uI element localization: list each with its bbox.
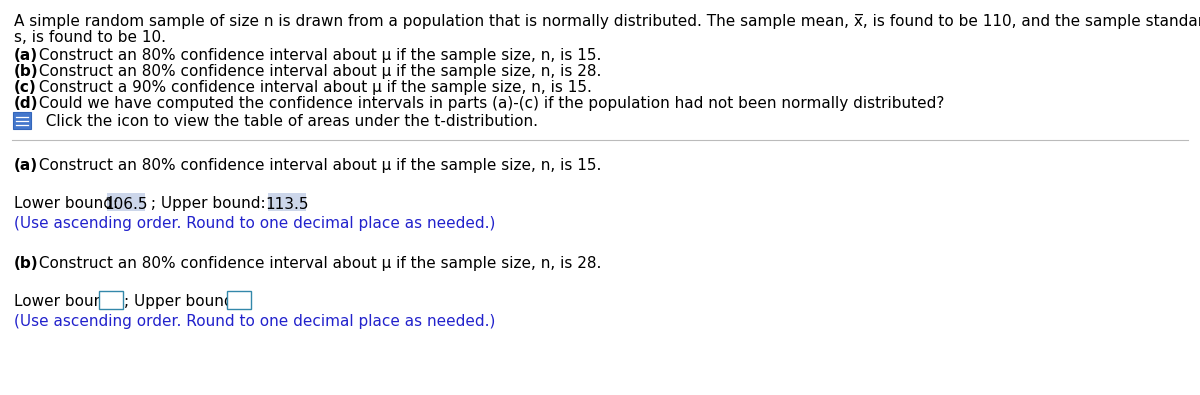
Text: (d): (d) xyxy=(14,96,38,111)
Text: Construct an 80% confidence interval about μ if the sample size, n, is 15.: Construct an 80% confidence interval abo… xyxy=(35,48,601,63)
FancyBboxPatch shape xyxy=(268,193,306,211)
Text: Lower bound:: Lower bound: xyxy=(14,294,118,309)
FancyBboxPatch shape xyxy=(13,112,31,129)
Text: ; Upper bound:: ; Upper bound: xyxy=(124,294,239,309)
Text: (a): (a) xyxy=(14,158,38,173)
FancyBboxPatch shape xyxy=(98,291,124,309)
Text: 106.5: 106.5 xyxy=(104,197,148,212)
Text: Construct an 80% confidence interval about μ if the sample size, n, is 15.: Construct an 80% confidence interval abo… xyxy=(35,158,601,173)
Text: (c): (c) xyxy=(14,80,37,95)
Text: (Use ascending order. Round to one decimal place as needed.): (Use ascending order. Round to one decim… xyxy=(14,216,496,231)
Text: (Use ascending order. Round to one decimal place as needed.): (Use ascending order. Round to one decim… xyxy=(14,314,496,329)
Text: Click the icon to view the table of areas under the t-distribution.: Click the icon to view the table of area… xyxy=(36,114,538,129)
Text: A simple random sample of size n is drawn from a population that is normally dis: A simple random sample of size n is draw… xyxy=(14,14,1200,29)
Text: s, is found to be 10.: s, is found to be 10. xyxy=(14,30,166,45)
Text: (b): (b) xyxy=(14,64,38,79)
Text: 113.5: 113.5 xyxy=(265,197,308,212)
FancyBboxPatch shape xyxy=(107,193,145,211)
FancyBboxPatch shape xyxy=(227,291,251,309)
Text: Could we have computed the confidence intervals in parts (a)-(c) if the populati: Could we have computed the confidence in… xyxy=(35,96,944,111)
Text: (a): (a) xyxy=(14,48,38,63)
Text: Construct a 90% confidence interval about μ if the sample size, n, is 15.: Construct a 90% confidence interval abou… xyxy=(35,80,593,95)
Text: Lower bound:: Lower bound: xyxy=(14,196,128,211)
Text: Construct an 80% confidence interval about μ if the sample size, n, is 28.: Construct an 80% confidence interval abo… xyxy=(35,64,601,79)
Text: ; Upper bound:: ; Upper bound: xyxy=(146,196,275,211)
Text: Construct an 80% confidence interval about μ if the sample size, n, is 28.: Construct an 80% confidence interval abo… xyxy=(35,256,601,271)
Text: (b): (b) xyxy=(14,256,38,271)
